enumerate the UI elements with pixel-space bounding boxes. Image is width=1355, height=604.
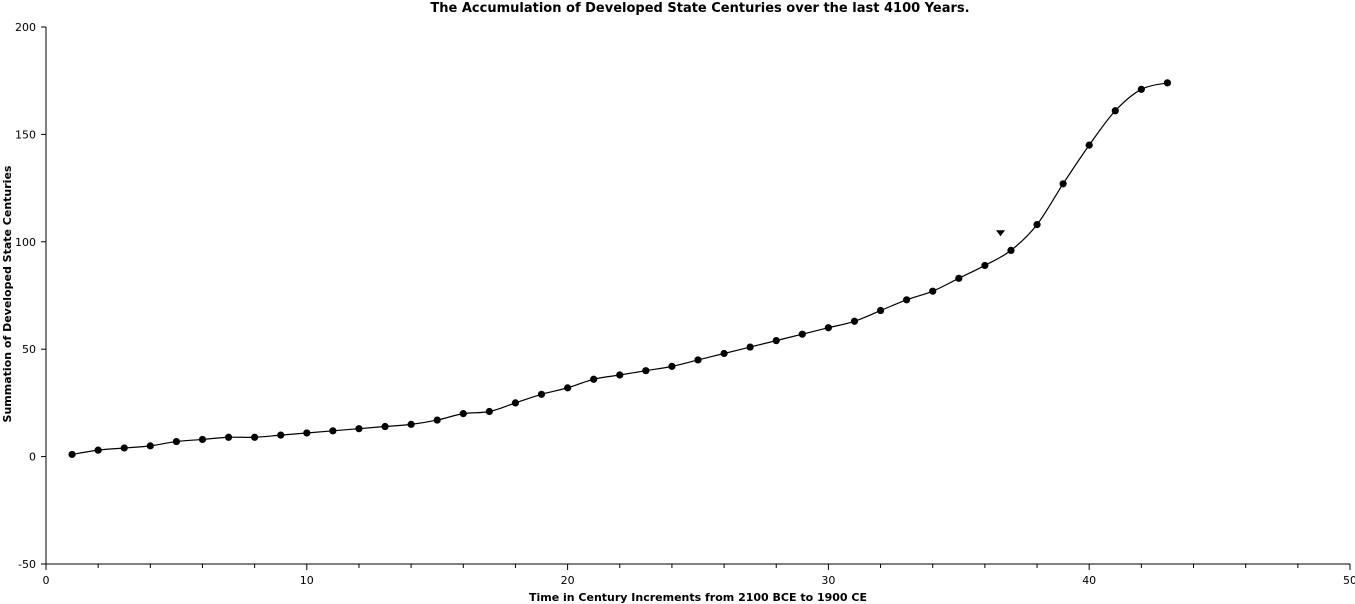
data-point: [1085, 141, 1093, 149]
data-point: [146, 442, 154, 450]
data-point: [668, 362, 676, 370]
x-axis-label: Time in Century Increments from 2100 BCE…: [529, 591, 867, 604]
data-point: [1007, 246, 1015, 254]
data-point: [251, 433, 259, 441]
tick-labels: -50 0 50 100 150 200 0 10 20 30 40 50: [15, 21, 1355, 587]
data-point: [433, 416, 441, 424]
data-point: [94, 446, 102, 454]
y-axis-label: Summation of Developed State Centuries: [1, 165, 14, 422]
annotations: [996, 230, 1006, 237]
data-points: [68, 79, 1172, 459]
data-point: [120, 444, 128, 452]
y-tick-label: 100: [15, 236, 36, 249]
data-point: [329, 427, 337, 435]
data-point: [903, 296, 911, 304]
x-tick-label: 0: [43, 574, 50, 587]
y-tick-label: 150: [15, 128, 36, 141]
data-point: [981, 261, 989, 270]
y-tick-label: 200: [15, 21, 36, 34]
x-tick-label: 30: [821, 574, 835, 587]
x-tick-label: 40: [1082, 574, 1096, 587]
data-point: [746, 343, 754, 351]
x-tick-label: 20: [561, 574, 575, 587]
data-point: [564, 384, 572, 392]
data-point: [485, 407, 493, 416]
axes: [45, 27, 1350, 565]
data-point: [1163, 79, 1172, 87]
data-point: [616, 371, 624, 379]
y-tick-label: 0: [29, 451, 36, 464]
data-point: [824, 324, 833, 332]
data-point: [68, 450, 76, 459]
series-line: [71, 82, 1168, 456]
data-point: [1033, 221, 1041, 229]
data-point: [172, 437, 180, 446]
data-point: [694, 356, 702, 364]
data-point: [772, 337, 780, 345]
data-point: [511, 399, 520, 407]
data-point: [642, 367, 650, 375]
y-tick-label: 50: [22, 343, 36, 356]
data-point: [459, 410, 467, 418]
data-point: [929, 287, 937, 295]
data-point: [1137, 85, 1145, 93]
data-point: [537, 390, 546, 398]
data-point: [355, 425, 363, 433]
data-point: [303, 429, 311, 437]
triangle-marker: [996, 230, 1006, 237]
data-point: [277, 431, 285, 439]
chart-title: The Accumulation of Developed State Cent…: [430, 1, 969, 16]
data-point: [224, 433, 233, 441]
data-point: [798, 330, 806, 338]
data-point: [1059, 180, 1067, 188]
x-tick-label: 50: [1343, 574, 1355, 587]
data-point: [850, 317, 859, 325]
y-tick-label: -50: [18, 558, 36, 571]
data-point: [198, 435, 207, 444]
data-point: [876, 306, 885, 315]
ticks: [41, 26, 1351, 570]
data-point: [381, 422, 389, 431]
x-tick-label: 10: [300, 574, 314, 587]
data-point: [407, 420, 415, 428]
data-point: [1111, 107, 1119, 115]
data-point: [590, 375, 598, 383]
data-point: [720, 349, 728, 358]
data-point: [955, 274, 963, 282]
